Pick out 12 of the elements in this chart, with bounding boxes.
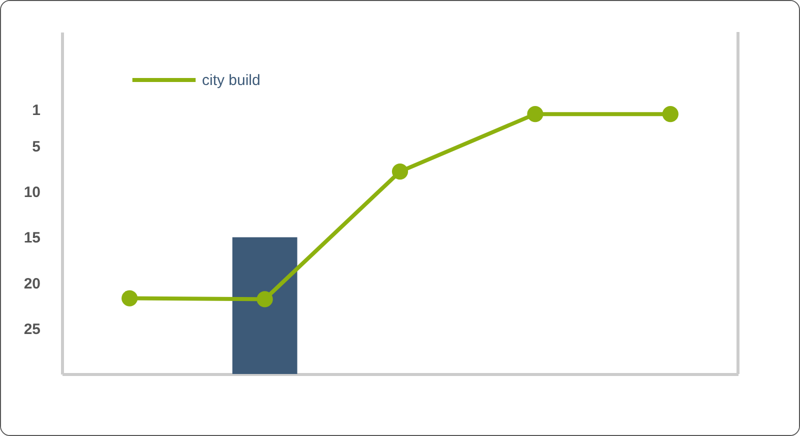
point: [527, 106, 544, 122]
y-tick-label: 5: [32, 138, 40, 156]
point: [392, 163, 408, 180]
point: [122, 290, 138, 306]
y-tick-label: 10: [24, 184, 40, 202]
point: [662, 106, 678, 122]
y-tick-label: 1: [32, 102, 40, 120]
y-tick-label: 25: [24, 320, 40, 338]
y-tick-label: 20: [24, 275, 40, 292]
y-tick-label: 15: [24, 230, 40, 247]
point: [256, 291, 273, 308]
legend-label: city build: [202, 72, 260, 89]
